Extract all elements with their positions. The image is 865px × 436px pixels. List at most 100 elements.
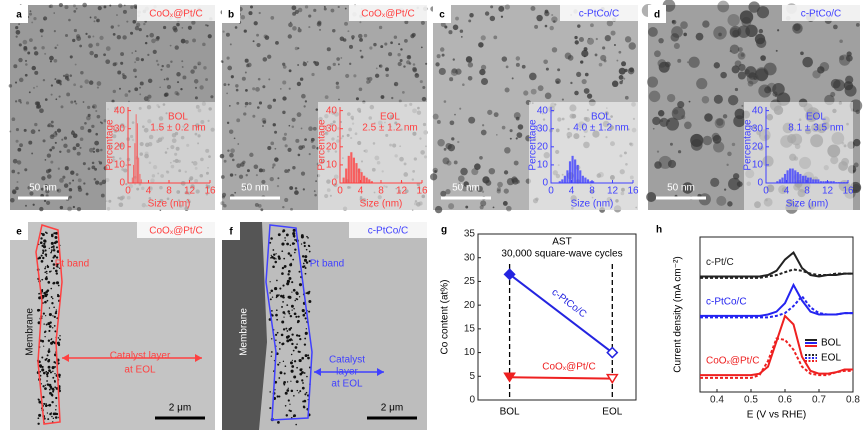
pt-dot bbox=[307, 356, 310, 360]
particle bbox=[226, 92, 229, 95]
particle bbox=[677, 150, 682, 154]
particle bbox=[492, 206, 495, 209]
particle bbox=[621, 79, 624, 82]
particle bbox=[581, 49, 589, 58]
x-tick-label: 0 bbox=[763, 186, 769, 197]
x-tick-label: 0 bbox=[125, 186, 131, 197]
pt-dot bbox=[40, 242, 42, 244]
particle bbox=[17, 147, 22, 152]
particle bbox=[408, 62, 412, 65]
particle bbox=[284, 197, 289, 203]
particle bbox=[128, 100, 130, 103]
particle bbox=[98, 160, 101, 163]
particle bbox=[147, 78, 153, 84]
pt-dot bbox=[285, 335, 290, 339]
particle bbox=[44, 184, 49, 188]
particle bbox=[295, 138, 300, 143]
series-label: CoOₓ@Pt/C bbox=[542, 362, 595, 373]
particle bbox=[701, 95, 710, 104]
particle bbox=[83, 182, 86, 185]
particle bbox=[523, 90, 529, 96]
particle bbox=[100, 193, 105, 198]
pt-dot bbox=[44, 335, 46, 338]
particle bbox=[775, 49, 778, 52]
particle bbox=[31, 65, 36, 71]
particle bbox=[68, 187, 73, 192]
particle bbox=[467, 62, 474, 68]
particle bbox=[308, 26, 311, 29]
particle bbox=[618, 74, 624, 80]
sample-label: CoOₓ@Pt/C bbox=[361, 9, 414, 20]
particle bbox=[624, 95, 629, 100]
particle bbox=[670, 33, 680, 42]
histogram-bar bbox=[355, 163, 358, 183]
particle bbox=[432, 113, 439, 120]
sample-label: c-PtCo/C bbox=[801, 9, 842, 20]
particle bbox=[283, 132, 287, 136]
particle bbox=[233, 137, 236, 140]
pt-dot bbox=[44, 300, 47, 304]
particle bbox=[16, 181, 19, 183]
particle bbox=[468, 116, 476, 124]
particle bbox=[54, 46, 57, 50]
y-tick-label: 40 bbox=[114, 105, 126, 116]
particle bbox=[99, 35, 104, 40]
particle bbox=[72, 133, 78, 139]
panel-label: d bbox=[654, 10, 660, 21]
pt-dot bbox=[274, 389, 276, 391]
particle bbox=[243, 112, 247, 116]
particle bbox=[359, 38, 363, 42]
pt-dot bbox=[45, 255, 47, 257]
particle bbox=[774, 93, 778, 98]
particle bbox=[79, 137, 84, 142]
particle bbox=[244, 71, 247, 74]
particle bbox=[89, 16, 92, 19]
pt-dot bbox=[293, 308, 295, 310]
pt-dot bbox=[304, 331, 308, 335]
pt-dot bbox=[44, 330, 47, 333]
particle bbox=[308, 126, 313, 132]
particle bbox=[600, 54, 607, 61]
particle bbox=[680, 21, 688, 29]
pt-dot bbox=[282, 296, 285, 299]
pt-dot bbox=[282, 294, 285, 297]
particle bbox=[515, 137, 518, 140]
particle bbox=[30, 129, 36, 135]
x-tick-label: 8 bbox=[378, 186, 384, 197]
particle bbox=[50, 134, 54, 138]
particle bbox=[391, 96, 394, 100]
histogram-bar bbox=[342, 177, 345, 183]
axes-frame bbox=[477, 233, 637, 401]
particle bbox=[18, 43, 22, 47]
sample-box bbox=[349, 222, 427, 238]
pt-dot bbox=[307, 244, 310, 247]
pt-dot bbox=[46, 272, 48, 275]
particle bbox=[116, 35, 122, 40]
particle bbox=[564, 52, 572, 60]
pt-dot bbox=[41, 368, 45, 372]
particle bbox=[724, 188, 727, 191]
particle bbox=[621, 61, 627, 67]
pt-dot bbox=[48, 325, 52, 328]
particle bbox=[487, 109, 493, 115]
pt-dot bbox=[47, 418, 50, 421]
particle bbox=[574, 40, 579, 45]
particle bbox=[544, 92, 552, 100]
pt-dot bbox=[296, 366, 298, 369]
pt-dot bbox=[280, 294, 283, 298]
pt-dot bbox=[304, 266, 307, 269]
particle bbox=[404, 39, 408, 43]
y-tick-label: 30 bbox=[114, 123, 126, 134]
sample-label: c-PtCo/C bbox=[579, 9, 620, 20]
particle bbox=[551, 47, 558, 53]
particle bbox=[501, 56, 508, 62]
annotation: Membrane bbox=[25, 308, 36, 356]
x-tick-label: 0.7 bbox=[812, 395, 826, 406]
particle bbox=[267, 54, 272, 59]
particle bbox=[59, 83, 62, 86]
histogram-bar bbox=[589, 181, 592, 183]
particle bbox=[157, 63, 160, 66]
pt-dot bbox=[270, 237, 273, 240]
y-tick-label: 0 bbox=[469, 395, 475, 406]
pt-dot bbox=[55, 281, 60, 285]
